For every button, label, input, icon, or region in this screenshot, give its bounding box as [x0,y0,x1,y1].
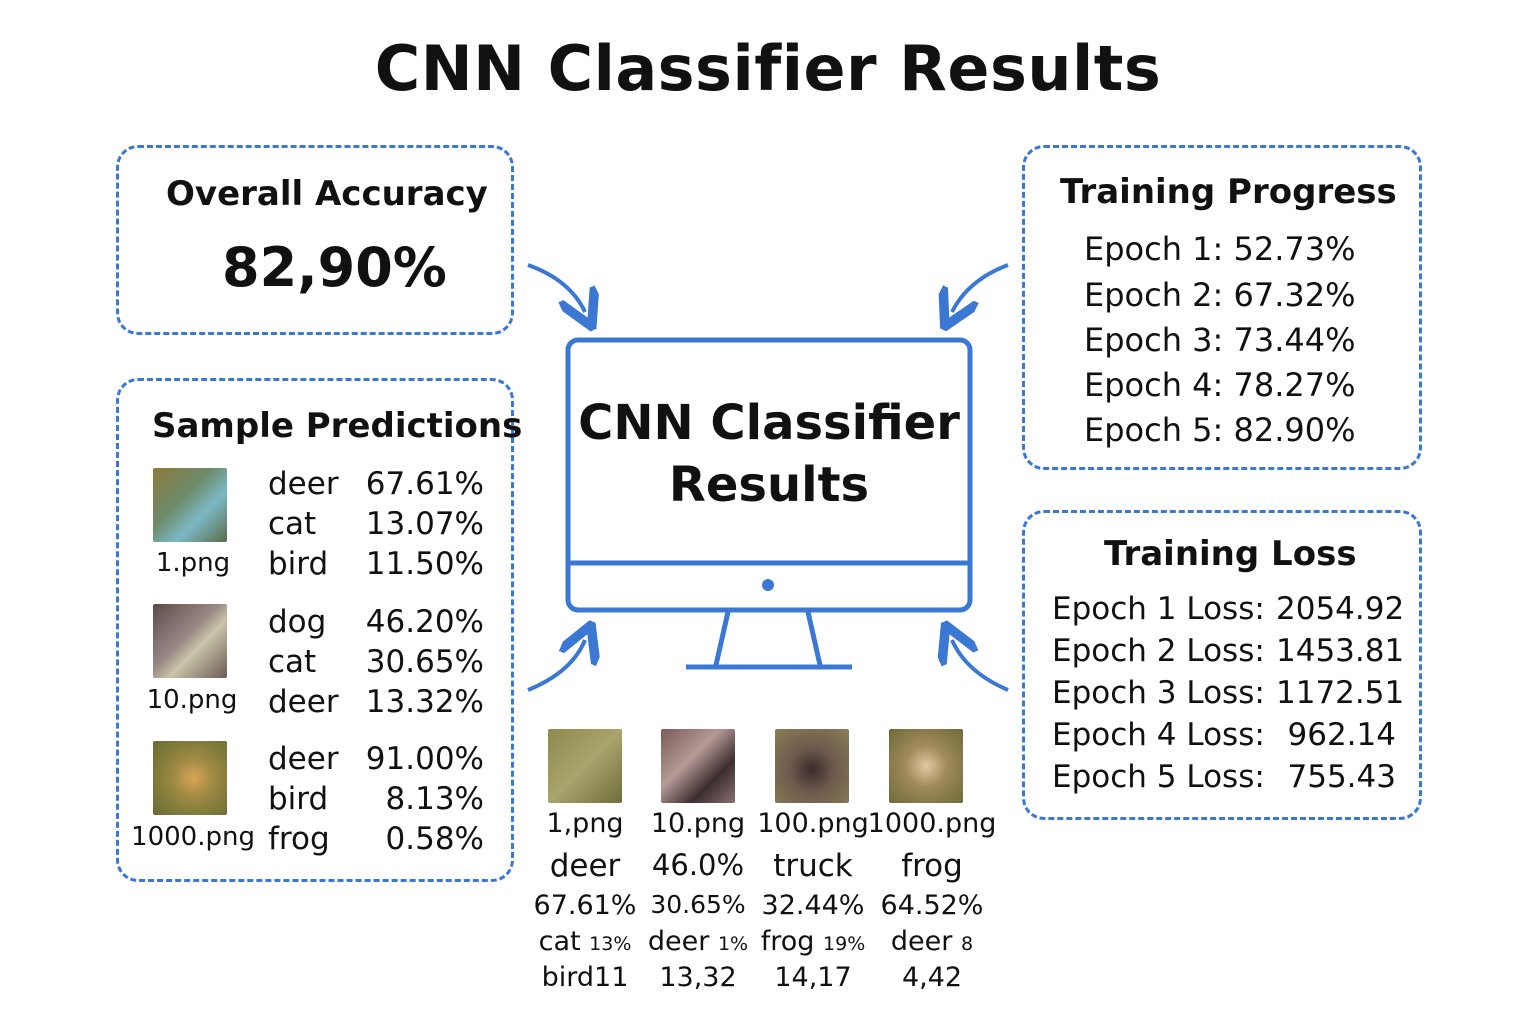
bottom-2-top: 46.0% [651,848,745,882]
bottom-image-2 [661,729,735,803]
bottom-1-l3: bird11 [541,962,629,993]
overall-accuracy-title: Overall Accuracy [166,174,488,214]
arrow-samples-to-monitor [527,640,585,692]
bottom-1-l2-label: cat [538,926,581,957]
bottom-3-l3: 14,17 [774,962,852,993]
sample-image-3 [153,741,227,815]
bottom-1-top: deer [549,848,621,884]
bottom-4-filename: 1000.png [867,808,997,839]
loss-row-2-value: 1453.81 [1276,633,1405,669]
loss-row-1-label: Epoch 1 Loss: [1052,591,1265,627]
monitor-caption-line1: CNN Classifier [578,395,960,451]
loss-row-3-value: 1172.51 [1276,675,1405,711]
bottom-2-filename: 10.png [650,808,746,839]
bottom-1-p1: 67.61% [533,890,637,921]
sample-2-pred-3-prob: 13.32% [365,684,484,720]
training-loss-panel [1022,510,1422,820]
monitor-caption-line2: Results [668,457,870,513]
loss-row-5-value: 755.43 [1287,759,1396,795]
arrow-accuracy-to-monitor [527,263,585,312]
bottom-col-1: 1,png deer 67.61% cat 13% bird11 [515,808,655,993]
sample-3-pred-1-prob: 91.00% [365,741,484,777]
training-progress-title: Training Progress [1060,172,1397,212]
sample-1-pred-3-label: bird [268,546,329,582]
progress-epoch-4: Epoch 4: 78.27% [1084,366,1356,404]
monitor-caption: CNN Classifier Results [570,392,968,516]
sample-1-pred-2-prob: 13.07% [365,506,484,542]
sample-1-pred-3-prob: 11.50% [365,546,484,582]
sample-3-pred-2-label: bird [268,781,329,817]
bottom-3-l2-label: frog [760,926,815,957]
bottom-3-l2: frog 19% [743,926,883,962]
sample-image-2 [153,604,227,678]
loss-row-4-label: Epoch 4 Loss: [1052,717,1265,753]
sample-2-pred-1-label: dog [268,604,327,640]
sample-2-pred-3-label: deer [268,684,339,720]
sample-3-filename: 1000.png [131,822,255,852]
progress-epoch-5: Epoch 5: 82.90% [1084,411,1356,449]
monitor-icon [565,337,973,670]
loss-row-2-label: Epoch 2 Loss: [1052,633,1265,669]
bottom-3-p1: 32.44% [761,890,865,921]
progress-epoch-1: Epoch 1: 52.73% [1084,230,1356,268]
bottom-3-l2-value: 19% [823,933,866,955]
bottom-4-top: frog [901,848,963,884]
sample-2-pred-2-label: cat [268,644,317,680]
arrow-loss-to-monitor [952,640,1009,692]
bottom-image-4 [889,729,963,803]
bottom-4-p1: 64.52% [880,890,984,921]
bottom-col-3: 100.png truck 32.44% frog 19% 14,17 [743,808,883,993]
training-loss-title: Training Loss [1104,534,1357,574]
sample-2-pred-1-prob: 46.20% [365,604,484,640]
sample-3-pred-3-prob: 0.58% [385,821,484,857]
bottom-1-l2: cat 13% [515,926,655,962]
sample-1-pred-1-label: deer [268,466,339,502]
overall-accuracy-panel [116,145,514,335]
sample-3-pred-1-label: deer [268,741,339,777]
progress-epoch-2: Epoch 2: 67.32% [1084,276,1356,314]
bottom-image-1 [548,729,622,803]
bottom-4-l2: deer 8 [862,926,1002,962]
training-progress-panel [1022,145,1422,470]
bottom-4-l2-value: 8 [960,933,974,955]
sample-predictions-panel [116,378,514,882]
sample-2-pred-2-prob: 30.65% [365,644,484,680]
sample-predictions-title: Sample Predictions [152,406,523,446]
bottom-3-filename: 100.png [757,808,869,839]
bottom-3-top: truck [773,848,853,884]
bottom-image-3 [775,729,849,803]
page-title: CNN Classifier Results [374,32,1162,105]
bottom-1-l2-value: 13% [589,933,632,955]
arrow-progress-to-monitor [952,263,1009,312]
sample-2-filename: 10.png [146,685,238,715]
sample-3-pred-3-label: frog [268,821,330,857]
sample-1-pred-2-label: cat [268,506,317,542]
bottom-4-l3: 4,42 [901,962,963,993]
sample-1-filename: 1.png [155,548,231,578]
loss-row-3-label: Epoch 3 Loss: [1052,675,1265,711]
bottom-4-l2-label: deer [890,926,953,957]
loss-row-4-value: 962.14 [1287,717,1396,753]
progress-epoch-3: Epoch 3: 73.44% [1084,321,1356,359]
overall-accuracy-value: 82,90% [222,236,447,299]
bottom-2-l2: deer 1% [628,926,768,962]
loss-row-1-value: 2054.92 [1276,591,1405,627]
bottom-2-l3: 13,32 [659,962,737,993]
sample-1-pred-1-prob: 67.61% [365,466,484,502]
loss-row-5-label: Epoch 5 Loss: [1052,759,1265,795]
bottom-2-p1: 30.65% [650,890,746,919]
bottom-col-2: 10.png 46.0% 30.65% deer 1% 13,32 [628,808,768,993]
sample-3-pred-2-prob: 8.13% [385,781,484,817]
bottom-2-l2-label: deer [647,926,710,957]
sample-image-1 [153,468,227,542]
bottom-2-l2-value: 1% [717,933,749,955]
bottom-1-filename: 1,png [546,808,624,839]
bottom-col-4: 1000.png frog 64.52% deer 8 4,42 [862,808,1002,993]
